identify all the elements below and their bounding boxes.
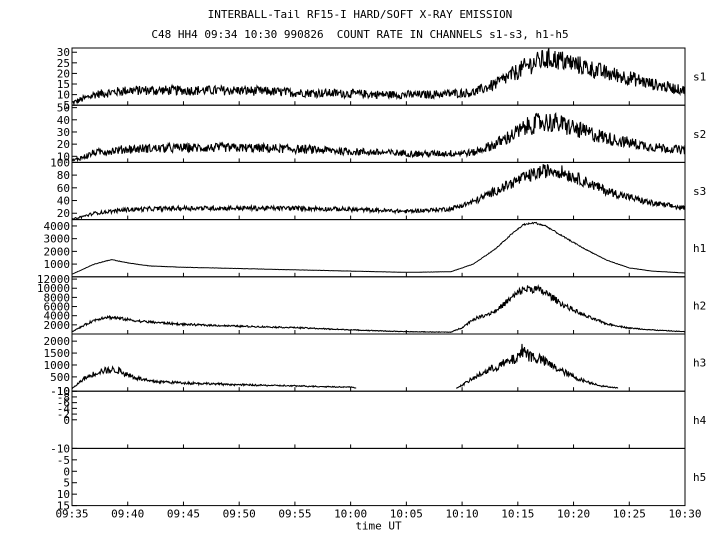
panel-h1-frame <box>71 219 686 278</box>
chart-title: INTERBALL-Tail RF15-I HARD/SOFT X-RAY EM… <box>207 8 513 21</box>
panel-s3-ytick-label: 60 <box>57 182 70 195</box>
panel-h4-ytick-label: -6 <box>57 397 70 410</box>
panel-h5-ytick-label: 15 <box>57 500 70 513</box>
panel-h3-label: h3 <box>693 357 706 370</box>
panel-s1-frame <box>71 47 686 106</box>
panel-s3-label: s3 <box>693 185 706 198</box>
series-s3-line <box>71 163 686 220</box>
x-tick-label: 10:30 <box>668 508 701 521</box>
panel-s1-ytick-label: 30 <box>57 46 70 59</box>
panel-h3-ytick-label: 1000 <box>44 359 71 372</box>
panel-h2-ytick-label: 6000 <box>44 301 71 314</box>
panel-h2-label: h2 <box>693 299 706 312</box>
panel-s3-ytick-label: 20 <box>57 207 70 220</box>
series-h3-line-2 <box>456 343 619 389</box>
x-tick-label: 10:20 <box>557 508 590 521</box>
panel-h1-ytick-label: 2000 <box>44 245 71 258</box>
panel-s1-ytick-label: 10 <box>57 89 70 102</box>
panel-h2-ytick-label: 10000 <box>37 282 70 295</box>
series-s1-line <box>71 48 686 106</box>
panel-h2-ytick-label: 4000 <box>44 310 71 323</box>
panel-s3-ytick-label: 100 <box>50 156 70 169</box>
panel-h4-ytick-label: -8 <box>57 391 70 404</box>
panel-h2-frame <box>71 276 686 335</box>
panel-s2-ytick-label: 20 <box>57 138 70 151</box>
panel-h4-ytick-label: -4 <box>57 402 71 415</box>
panel-s1-ytick-label: 15 <box>57 78 70 91</box>
x-tick-label: 10:25 <box>613 508 646 521</box>
panel-s1-ytick-label: 5 <box>63 99 70 112</box>
x-tick-label: 09:55 <box>278 508 311 521</box>
x-tick-label: 09:40 <box>111 508 144 521</box>
panel-h2-ytick-label: 2000 <box>44 319 71 332</box>
panel-h1-ytick-label: 4000 <box>44 220 71 233</box>
panel-h5-frame <box>71 447 686 507</box>
panel-s2-ytick-label: 40 <box>57 114 70 127</box>
panel-s2-label: s2 <box>693 128 706 141</box>
panel-s2-ytick-label: 10 <box>57 150 70 163</box>
panel-h4-label: h4 <box>693 414 707 427</box>
panel-h4-ytick-label: -2 <box>57 408 70 421</box>
panel-h4-ytick-label: 0 <box>63 414 70 427</box>
panel-h5-ytick-label: 10 <box>57 488 70 501</box>
panel-s3-ytick-label: 80 <box>57 169 70 182</box>
panel-h1-ytick-label: 3000 <box>44 233 71 246</box>
panel-h3-ytick-label: 1500 <box>44 347 71 360</box>
series-h3-line <box>71 365 357 390</box>
x-tick-label: 10:10 <box>446 508 479 521</box>
panel-s2-ytick-label: 50 <box>57 102 70 115</box>
x-tick-label: 09:50 <box>223 508 256 521</box>
series-h1-line <box>71 221 686 275</box>
panel-h5-ytick-label: 0 <box>63 465 70 478</box>
x-axis-label: time UT <box>355 520 402 533</box>
panel-h5-ytick-label: -10 <box>50 442 70 455</box>
series-h2-line <box>71 283 686 334</box>
panel-s3-ytick-label: 40 <box>57 195 70 208</box>
panel-h4-ytick-label: -10 <box>50 385 70 398</box>
panel-s2-ytick-label: 30 <box>57 126 70 139</box>
panel-s1-ytick-label: 20 <box>57 67 70 80</box>
panel-h3-ytick-label: -10 <box>50 385 70 398</box>
panel-h1-ytick-label: 1000 <box>44 258 71 271</box>
panel-h4-frame <box>71 390 686 449</box>
panel-h5-ytick-label: -5 <box>57 454 70 467</box>
x-tick-label: 09:45 <box>167 508 200 521</box>
x-tick-label: 09:35 <box>55 508 88 521</box>
panel-h3-ytick-label: 500 <box>50 371 70 384</box>
panel-h5-label: h5 <box>693 471 706 484</box>
series-s2-line <box>71 112 686 163</box>
panel-h2-ytick-label: 12000 <box>37 273 70 286</box>
x-tick-label: 10:15 <box>501 508 534 521</box>
panel-s1-ytick-label: 25 <box>57 57 70 70</box>
panel-s1-label: s1 <box>693 71 706 84</box>
panel-h2-ytick-label: 8000 <box>44 291 71 304</box>
chart-subtitle: C48 HH4 09:34 10:30 990826 COUNT RATE IN… <box>151 28 569 41</box>
x-tick-label: 10:05 <box>390 508 423 521</box>
panel-h1-label: h1 <box>693 242 706 255</box>
panel-h3-ytick-label: 2000 <box>44 335 71 348</box>
x-tick-label: 10:00 <box>334 508 367 521</box>
panel-h5-ytick-label: 5 <box>63 477 70 490</box>
